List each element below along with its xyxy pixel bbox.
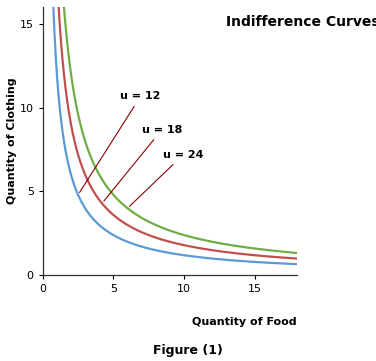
Text: Figure (1): Figure (1) (153, 344, 223, 357)
Y-axis label: Quantity of Clothing: Quantity of Clothing (7, 78, 17, 204)
Text: Quantity of Food: Quantity of Food (193, 317, 297, 327)
Text: u = 18: u = 18 (104, 125, 182, 201)
Text: u = 12: u = 12 (80, 91, 161, 192)
Text: Indifference Curves: Indifference Curves (226, 15, 376, 29)
Text: u = 24: u = 24 (129, 150, 203, 206)
